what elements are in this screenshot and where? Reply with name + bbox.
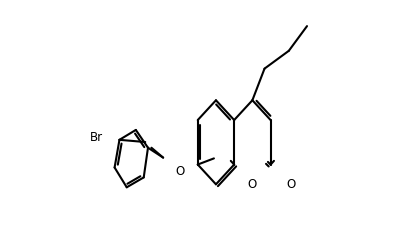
Text: Br: Br bbox=[90, 131, 103, 144]
Text: O: O bbox=[286, 178, 295, 191]
Text: O: O bbox=[175, 165, 184, 178]
Text: O: O bbox=[248, 178, 257, 191]
